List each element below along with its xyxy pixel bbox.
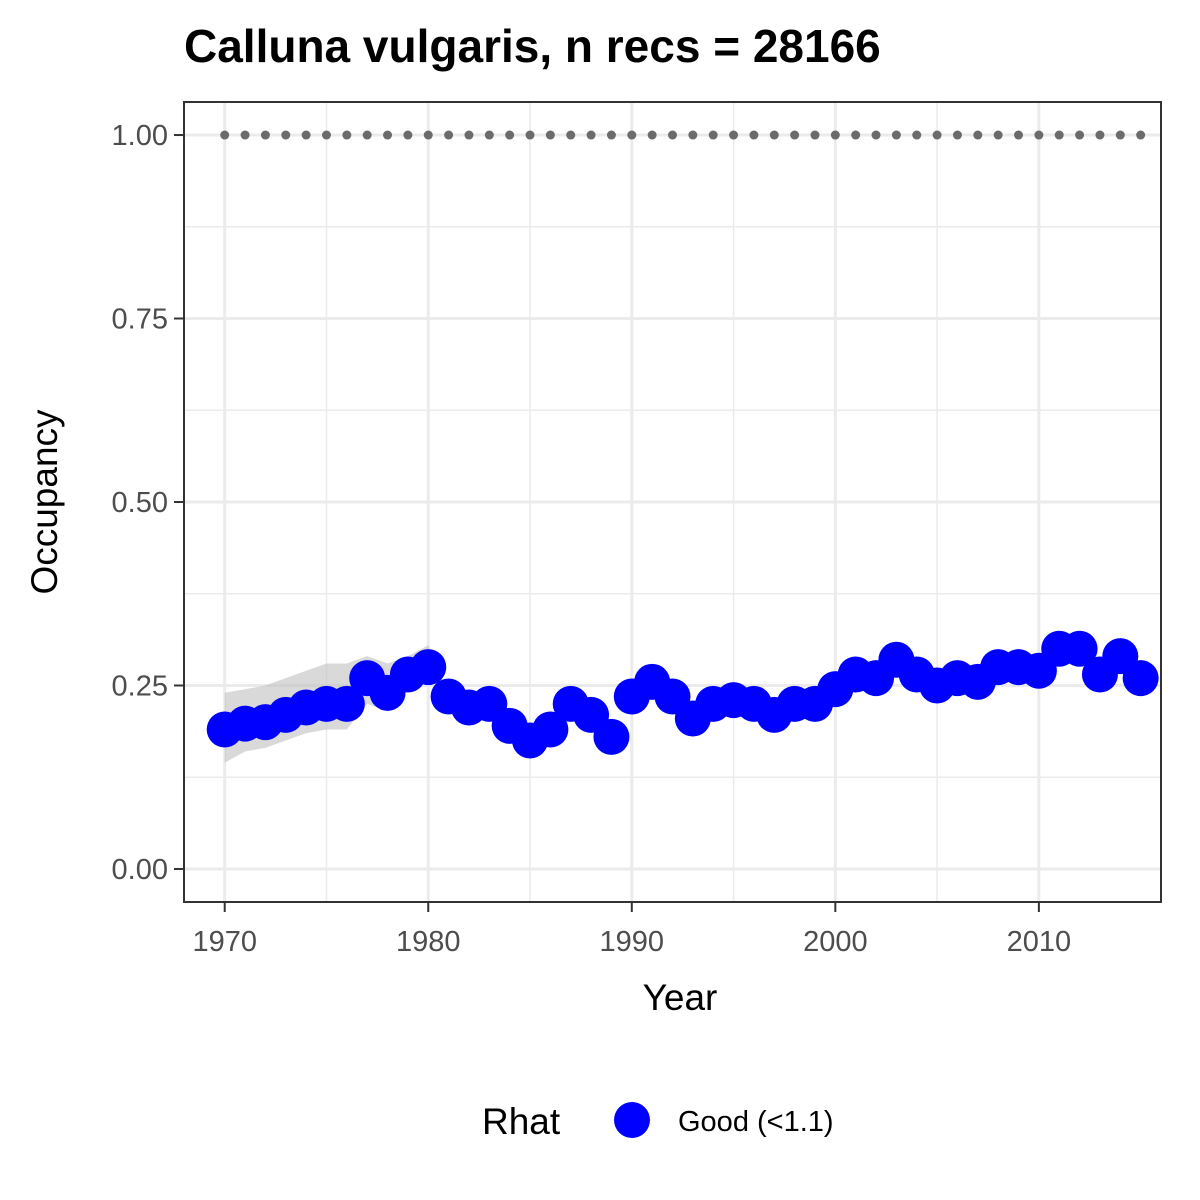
legend-key-good <box>614 1102 650 1138</box>
x-tick-label: 1980 <box>396 926 461 958</box>
y-tick-label: 0.00 <box>112 854 168 886</box>
reference-point <box>505 130 515 140</box>
reference-point <box>749 130 759 140</box>
reference-point <box>281 130 291 140</box>
reference-point <box>871 130 881 140</box>
reference-point <box>708 130 718 140</box>
reference-point <box>586 130 596 140</box>
x-tick-label: 2000 <box>803 926 868 958</box>
reference-point <box>240 130 250 140</box>
reference-point <box>1136 130 1146 140</box>
reference-point <box>647 130 657 140</box>
reference-point <box>444 130 454 140</box>
plot-panel <box>183 101 1162 903</box>
legend-label-good: Good (<1.1) <box>678 1106 834 1138</box>
reference-point <box>423 130 433 140</box>
y-tick-label: 0.50 <box>112 487 168 519</box>
occupancy-points <box>206 630 1159 759</box>
reference-point <box>912 130 922 140</box>
reference-point <box>729 130 739 140</box>
reference-point <box>464 130 474 140</box>
reference-point <box>790 130 800 140</box>
reference-point <box>342 130 352 140</box>
y-tick-label: 0.75 <box>112 304 168 336</box>
reference-point <box>932 130 942 140</box>
y-axis-title: Occupancy <box>24 409 65 595</box>
data-point <box>593 718 630 755</box>
data-point <box>410 649 447 686</box>
x-axis-title: Year <box>643 977 718 1018</box>
reference-point <box>688 130 698 140</box>
reference-point <box>606 130 616 140</box>
reference-point <box>830 130 840 140</box>
reference-points <box>220 130 1146 140</box>
reference-point <box>952 130 962 140</box>
reference-point <box>1095 130 1105 140</box>
reference-point <box>321 130 331 140</box>
legend: Rhat Good (<1.1) <box>482 1101 834 1142</box>
reference-point <box>403 130 413 140</box>
reference-point <box>545 130 555 140</box>
data-point <box>328 685 365 722</box>
reference-point <box>973 130 983 140</box>
reference-point <box>220 130 230 140</box>
reference-point <box>851 130 861 140</box>
reference-point <box>566 130 576 140</box>
reference-point <box>1054 130 1064 140</box>
data-point <box>1122 660 1159 697</box>
x-axis: 1970 1980 1990 2000 2010 <box>192 902 1071 958</box>
reference-point <box>891 130 901 140</box>
reference-point <box>1075 130 1085 140</box>
y-axis: 0.00 0.25 0.50 0.75 1.00 <box>112 120 184 886</box>
reference-point <box>525 130 535 140</box>
x-tick-label: 1970 <box>192 926 257 958</box>
reference-point <box>383 130 393 140</box>
data-point <box>532 711 569 748</box>
legend-title: Rhat <box>482 1101 561 1142</box>
x-tick-label: 1990 <box>600 926 665 958</box>
reference-point <box>1014 130 1024 140</box>
reference-point <box>627 130 637 140</box>
reference-point <box>810 130 820 140</box>
reference-point <box>362 130 372 140</box>
data-point <box>1061 630 1098 667</box>
chart-title: Calluna vulgaris, n recs = 28166 <box>184 20 881 72</box>
reference-point <box>1115 130 1125 140</box>
reference-point <box>260 130 270 140</box>
reference-point <box>484 130 494 140</box>
reference-point <box>993 130 1003 140</box>
reference-point <box>1034 130 1044 140</box>
reference-point <box>668 130 677 140</box>
reference-point <box>769 130 779 140</box>
y-tick-label: 1.00 <box>112 120 168 152</box>
x-tick-label: 2010 <box>1007 926 1072 958</box>
reference-point <box>301 130 311 140</box>
y-tick-label: 0.25 <box>112 670 168 702</box>
